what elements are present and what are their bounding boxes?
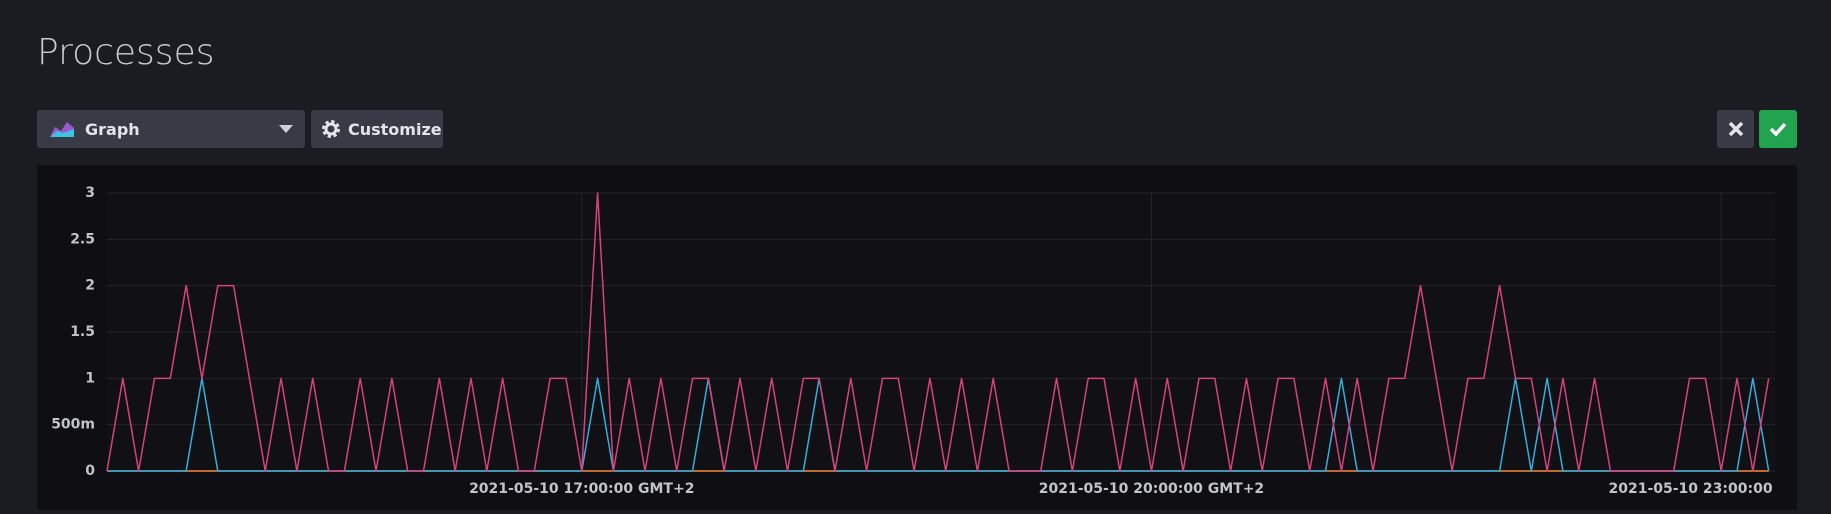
customize-button[interactable]: Customize bbox=[311, 110, 443, 148]
x-tick-label: 2021-05-10 20:00:00 GMT+2 bbox=[1039, 481, 1264, 497]
y-tick-label: 1.5 bbox=[70, 324, 95, 340]
series-line bbox=[106, 192, 1770, 472]
y-tick-label: 2.5 bbox=[70, 231, 95, 247]
confirm-button[interactable] bbox=[1759, 110, 1797, 148]
view-type-dropdown[interactable]: Graph bbox=[37, 110, 305, 148]
chart: 0 500m 1 1.5 2 2.5 3 2021-05-10 17:00:00 GMT+2 2… bbox=[51, 185, 1797, 497]
graph-icon bbox=[50, 122, 74, 137]
check-icon bbox=[1769, 122, 1787, 137]
customize-label: Customize bbox=[348, 119, 442, 139]
y-tick-label: 0 bbox=[85, 463, 95, 479]
chart-panel: 0 500m 1 1.5 2 2.5 3 2021-05-10 17:00:00 GMT+2 2… bbox=[37, 165, 1797, 510]
x-tick-label: 2021-05-10 17:00:00 GMT+2 bbox=[469, 481, 694, 497]
y-tick-label: 2 bbox=[85, 278, 95, 294]
view-type-label: Graph bbox=[85, 119, 140, 139]
y-tick-label: 3 bbox=[85, 185, 95, 201]
close-icon bbox=[1728, 121, 1743, 137]
page-title: Processes bbox=[37, 32, 215, 73]
y-tick-label: 1 bbox=[85, 370, 95, 386]
gear-icon bbox=[322, 120, 340, 138]
cancel-button[interactable] bbox=[1717, 110, 1754, 148]
dropdown-caret bbox=[279, 125, 293, 133]
x-tick-label: 2021-05-10 23:00:00 GMT+2 bbox=[1608, 481, 1797, 497]
series-line bbox=[107, 377, 1770, 472]
y-tick-label: 500m bbox=[51, 417, 95, 433]
